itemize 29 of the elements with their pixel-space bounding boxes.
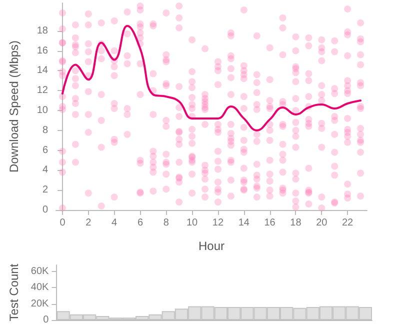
y-tick-label: 10 <box>36 104 48 116</box>
y-tick-label: 20K <box>30 298 50 310</box>
y-tick-label: 2 <box>42 184 48 196</box>
y-axis-title: Download Speed (Mbps) <box>7 40 21 173</box>
y-tick-label: 0 <box>42 204 48 216</box>
x-tick-label: 16 <box>264 218 276 228</box>
x-tick-label: 2 <box>86 218 92 228</box>
x-tick-label: 22 <box>342 218 354 228</box>
y-tick-label: 8 <box>42 124 48 136</box>
y-tick-label: 0 <box>43 314 50 326</box>
y-tick-label: 12 <box>36 85 48 96</box>
y-tick-label: 16 <box>36 45 48 56</box>
y-tick-label: 14 <box>36 65 48 76</box>
y-tick-label: 4 <box>42 164 48 176</box>
x-tick-label: 0 <box>60 218 66 228</box>
y-tick-label: 6 <box>42 144 48 156</box>
y-tick-label: 18 <box>36 25 48 36</box>
x-tick-label: 10 <box>186 218 198 228</box>
x-tick-label: 12 <box>212 218 224 228</box>
x-axis-title: Hour <box>198 239 225 253</box>
x-tick-label: 4 <box>112 218 118 228</box>
x-tick-label: 20 <box>316 218 328 228</box>
y-tick-label: 60K <box>30 266 50 277</box>
x-tick-label: 14 <box>238 218 250 228</box>
x-tick-label: 6 <box>137 218 144 228</box>
x-tick-label: 8 <box>163 218 170 228</box>
y-tick-label: 40K <box>30 282 50 294</box>
y-axis-title: Test Count <box>7 263 21 322</box>
x-tick-label: 18 <box>290 218 302 228</box>
